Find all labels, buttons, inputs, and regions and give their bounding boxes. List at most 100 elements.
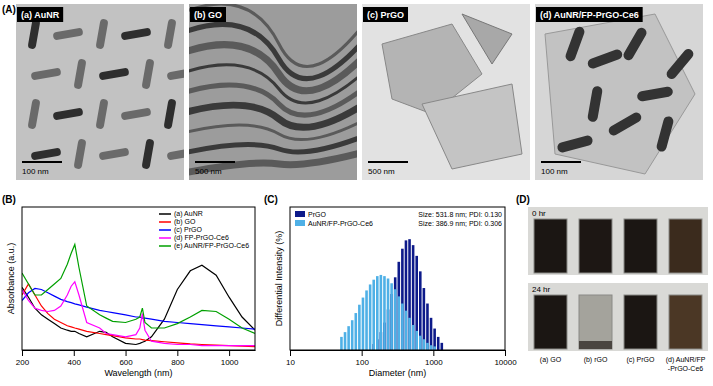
tem-rod: [95, 99, 108, 130]
tem-rod: [73, 59, 86, 90]
tick-mark: [22, 350, 23, 356]
scale-bar: [195, 161, 235, 163]
histogram-bar: [344, 332, 347, 350]
histogram-bar: [369, 284, 372, 350]
annotation: Size: 531.8 nm; PDI: 0.130: [418, 211, 502, 218]
tem-wrinkle: [189, 130, 357, 154]
spectrum-line: [22, 265, 255, 344]
plot-frame: [290, 207, 505, 350]
image-label: (a) AuNR: [21, 10, 60, 20]
tem-image: (c) PrGO500 nm: [362, 4, 530, 180]
tem-rod: [121, 27, 152, 40]
tem-rod: [27, 19, 40, 50]
histogram-bar: [365, 290, 368, 350]
histogram-bar: [415, 256, 418, 350]
tem-sheet: [422, 84, 522, 169]
axis-line: [23, 350, 256, 351]
histogram-bar: [351, 320, 354, 350]
x-axis: 2004006008001000: [16, 350, 256, 367]
tem-rod: [665, 47, 696, 81]
tick-label: 400: [68, 358, 82, 367]
tem-rod: [564, 25, 586, 62]
vial: [579, 219, 612, 273]
image-label: (b) GO: [194, 10, 222, 20]
sample-label: (c) PrGO: [627, 356, 656, 364]
legend-swatch: [159, 221, 171, 223]
tem-image: (b) GO 500 nm: [179, 4, 379, 180]
histogram-bar: [423, 288, 426, 350]
scale-bar-label: 500 nm: [195, 167, 222, 176]
tem-rod: [53, 107, 84, 120]
tick-label: 200: [16, 358, 30, 367]
sediment: [579, 341, 612, 349]
scale-bar: [22, 161, 62, 163]
tem-texture: [362, 4, 530, 180]
histogram-bar: [405, 240, 408, 350]
tem-rod: [27, 99, 40, 130]
tick-mark: [433, 350, 434, 356]
histogram-bar: [423, 339, 426, 350]
tem-image: (a) AuNR100 nm: [16, 4, 197, 180]
scale-bar-label: 500 nm: [368, 167, 395, 176]
tem-rod: [607, 111, 643, 138]
legend-entry: (e) AuNR/FP-PrGO-Ce6: [174, 242, 249, 250]
photo-background: [528, 283, 708, 351]
label-box: [190, 7, 226, 22]
label-box: [17, 7, 63, 22]
histogram-bar: [383, 276, 386, 350]
tick-mark: [290, 350, 291, 356]
legend-swatch: [159, 245, 171, 247]
tem-rod: [31, 147, 62, 160]
histogram-bar: [380, 275, 383, 350]
panel-label: (D): [516, 194, 530, 205]
tem-rod: [586, 48, 623, 70]
tem-rod: [141, 59, 154, 90]
histogram-bar: [401, 249, 404, 350]
annotation: Size: 386.9 nm; PDI: 0.306: [418, 220, 502, 227]
tem-rod: [587, 85, 603, 122]
histogram-bar: [405, 311, 408, 350]
tem-background: [16, 4, 184, 180]
legend-entry: PrGO: [308, 211, 326, 218]
histogram-bar: [412, 245, 415, 350]
spectrum-line: [22, 244, 255, 333]
tem-rod: [167, 67, 184, 80]
panel-label: (C): [264, 194, 278, 205]
tick-label: 1000: [221, 358, 239, 367]
vial: [534, 219, 567, 273]
tick: 1000: [221, 350, 239, 367]
tem-wrinkle: [189, 94, 357, 127]
spectrum-line: [22, 284, 255, 347]
tick-mark: [505, 350, 506, 356]
histogram-bar: [390, 283, 393, 350]
plot-area: [22, 244, 255, 346]
tem-rod: [636, 86, 673, 102]
label-box: [536, 7, 643, 22]
tem-texture: [535, 4, 703, 180]
tem-wrinkle: [189, 112, 357, 140]
axis-title: Absorbance (a.u.): [6, 243, 16, 315]
tick-label: 1000: [425, 358, 443, 367]
vial: [669, 219, 702, 273]
vial: [669, 295, 702, 349]
legend-swatch: [159, 237, 171, 239]
tem-background: [362, 4, 530, 180]
vial: [624, 295, 657, 349]
sample-label: (b) rGO: [584, 356, 608, 364]
histogram-bar: [372, 280, 375, 350]
histogram-bar: [354, 313, 357, 350]
panel-label: (A): [2, 4, 16, 15]
histogram-bar: [419, 336, 422, 350]
tick-label: 600: [119, 358, 133, 367]
tem-rod: [121, 107, 152, 120]
figure: (A)(a) AuNR100 nm(b) GO500 nm(c) PrGO500…: [0, 0, 713, 386]
plot-area: [340, 239, 443, 350]
sample-label: (d) AuNR/FP: [666, 356, 706, 364]
panel-label: (B): [2, 194, 16, 205]
tem-sheet: [545, 14, 695, 174]
histogram-bar: [408, 318, 411, 350]
histogram-bar: [387, 279, 390, 351]
legend: (a) AuNR(b) GO(c) PrGO(d) FP-PrGO-Ce6(e)…: [159, 210, 249, 250]
row-label: 24 hr: [532, 285, 551, 294]
histogram-bar: [397, 262, 400, 350]
